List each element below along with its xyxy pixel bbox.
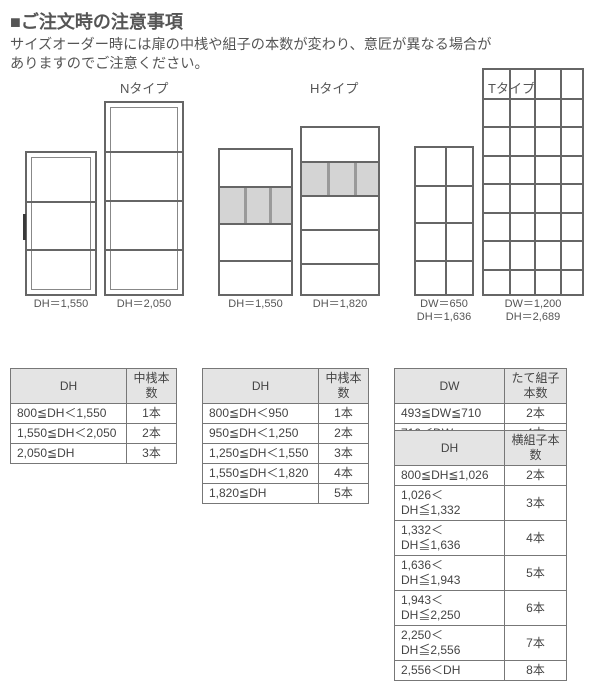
table-row: 800≦DH＜9501本 <box>203 404 369 424</box>
table-row: 800≦DH＜1,5501本 <box>11 404 177 424</box>
table-row: 800≦DH≦1,0262本 <box>395 466 567 486</box>
table-row: 1,250≦DH＜1,5503本 <box>203 444 369 464</box>
door-label: DH＝1,550 <box>25 298 97 311</box>
lead-line1: サイズオーダー時には扉の中桟や組子の本数が変わり、意匠が異なる場合が <box>10 37 491 53</box>
table-row: 1,332＜DH≦1,6364本 <box>395 521 567 556</box>
table-header: 横組子本数 <box>505 431 567 466</box>
door-N: DH＝2,050 <box>104 101 184 296</box>
table-row: 1,026＜DH≦1,3323本 <box>395 486 567 521</box>
table-header: 中桟本数 <box>319 369 369 404</box>
table-row: 2,250＜DH≦2,5567本 <box>395 626 567 661</box>
table-row: 493≦DW≦7102本 <box>395 404 567 424</box>
door-N: DH＝1,550 <box>25 151 97 296</box>
table-row: 1,636＜DH≦1,9435本 <box>395 556 567 591</box>
spec-table: DH横組子本数800≦DH≦1,0262本1,026＜DH≦1,3323本1,3… <box>394 430 567 681</box>
table-row: 1,820≦DH5本 <box>203 484 369 504</box>
page-title: ■ご注文時の注意事項 <box>10 8 590 34</box>
table-row: 1,550≦DH＜1,8204本 <box>203 464 369 484</box>
handle-icon <box>23 214 26 240</box>
table-header: 中桟本数 <box>127 369 177 404</box>
door-label: DH＝1,550 <box>218 298 293 311</box>
door-label: DH＝1,820 <box>300 298 380 311</box>
group-label: Hタイプ <box>310 78 358 97</box>
table-row: 1,943＜DH≦2,2506本 <box>395 591 567 626</box>
table-header: DH <box>203 369 319 404</box>
door-label: DH＝2,050 <box>104 298 184 311</box>
door-figures: DH＝1,550DH＝2,050DH＝1,550DH＝1,820DW＝650DH… <box>10 96 590 336</box>
table-header: たて組子本数 <box>505 369 567 404</box>
title-square-icon: ■ <box>10 12 21 33</box>
door-T: DW＝1,200DH＝2,689 <box>482 68 584 296</box>
door-H: DH＝1,550 <box>218 148 293 296</box>
page-root: ■ご注文時の注意事項 サイズオーダー時には扉の中桟や組子の本数が変わり、意匠が異… <box>0 0 600 600</box>
group-label: Nタイプ <box>120 78 168 97</box>
table-header: DH <box>395 431 505 466</box>
door-label: DW＝1,200DH＝2,689 <box>482 298 584 323</box>
table-row: 2,050≦DH3本 <box>11 444 177 464</box>
table-header: DW <box>395 369 505 404</box>
table-row: 1,550≦DH＜2,0502本 <box>11 424 177 444</box>
door-label: DW＝650DH＝1,636 <box>414 298 474 323</box>
spec-table: DH中桟本数800≦DH＜9501本950≦DH＜1,2502本1,250≦DH… <box>202 368 369 504</box>
spec-table: DH中桟本数800≦DH＜1,5501本1,550≦DH＜2,0502本2,05… <box>10 368 177 464</box>
table-row: 2,556＜DH8本 <box>395 661 567 681</box>
title-text: ご注文時の注意事項 <box>21 12 183 32</box>
table-header: DH <box>11 369 127 404</box>
door-H: DH＝1,820 <box>300 126 380 296</box>
table-row: 950≦DH＜1,2502本 <box>203 424 369 444</box>
door-T: DW＝650DH＝1,636 <box>414 146 474 296</box>
lead-line2: ありますのでご注意ください。 <box>10 56 209 72</box>
